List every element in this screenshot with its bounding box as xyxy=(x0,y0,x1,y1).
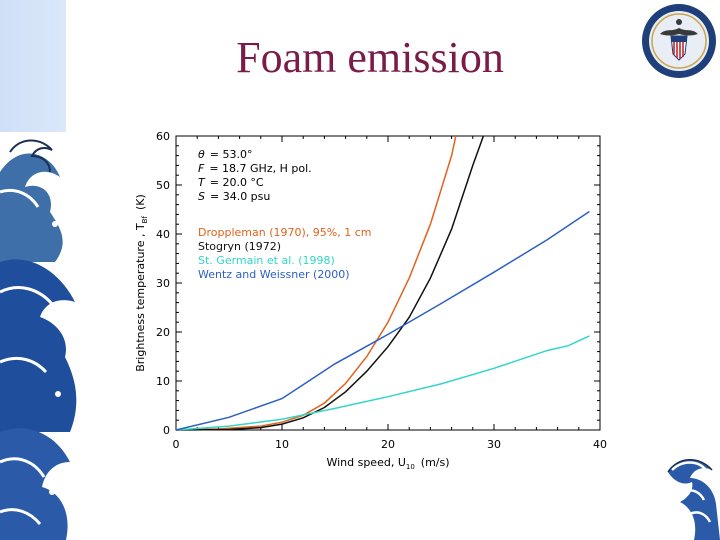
series-line-0 xyxy=(175,135,457,431)
y-axis-ticks: 0 10 20 30 40 50 60 xyxy=(156,130,600,437)
y-axis-label: Brightness temperature , TBf(K) xyxy=(134,194,149,372)
legend-entry-st-germain: St. Germain et al. (1998) xyxy=(198,254,335,267)
slide-title: Foam emission xyxy=(236,33,504,82)
x-axis-label: Wind speed, U10 (m/s) xyxy=(326,456,449,471)
y-tick-label: 0 xyxy=(163,424,170,437)
wave-decoration-left xyxy=(0,132,82,540)
condition-theta: θ = 53.0° xyxy=(198,148,252,161)
y-tick-label: 10 xyxy=(156,375,170,388)
y-tick-label: 40 xyxy=(156,228,170,241)
y-tick-label: 50 xyxy=(156,179,170,192)
series-line-1 xyxy=(175,135,485,431)
series-line-3 xyxy=(175,210,590,431)
corner-panel xyxy=(0,0,66,132)
y-tick-label: 30 xyxy=(156,277,170,290)
x-tick-label: 10 xyxy=(275,438,289,451)
x-tick-label: 40 xyxy=(593,438,607,451)
legend: Droppleman (1970), 95%, 1 cm Stogryn (19… xyxy=(198,226,371,281)
series-line-2 xyxy=(175,335,590,431)
x-tick-label: 20 xyxy=(381,438,395,451)
x-axis-ticks: 0 10 20 30 40 xyxy=(173,136,607,451)
x-tick-label: 30 xyxy=(487,438,501,451)
legend-entry-stogryn: Stogryn (1972) xyxy=(198,240,281,253)
agency-seal-icon xyxy=(642,4,716,78)
condition-temperature: T = 20.0 °C xyxy=(198,176,264,189)
chart: 0 10 20 30 40 0 10 20 30 40 50 60 Wind speed, U10(… xyxy=(134,130,607,471)
x-tick-label: 0 xyxy=(173,438,180,451)
conditions-block: θ = 53.0° F = 18.7 GHz, H pol. T = 20.0 °C … xyxy=(198,148,312,203)
legend-entry-droppleman: Droppleman (1970), 95%, 1 cm xyxy=(198,226,371,239)
condition-salinity: S = 34.0 psu xyxy=(198,190,270,203)
condition-frequency: F = 18.7 GHz, H pol. xyxy=(198,162,312,175)
y-tick-label: 20 xyxy=(156,326,170,339)
y-tick-label: 60 xyxy=(156,130,170,143)
wave-decoration-right xyxy=(667,459,720,540)
legend-entry-wentz: Wentz and Weissner (2000) xyxy=(198,268,350,281)
series-lines xyxy=(175,135,590,431)
